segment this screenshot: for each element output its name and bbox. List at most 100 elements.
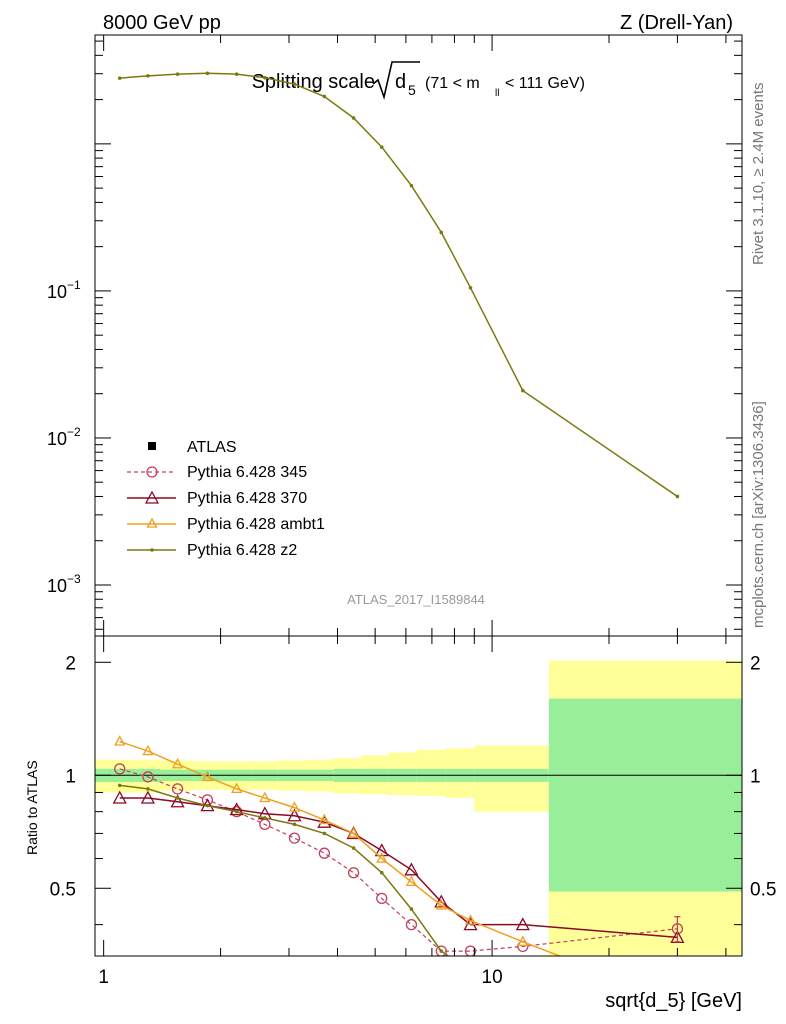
ratio-point-370 (434, 894, 449, 908)
ratio-point-345 (376, 892, 388, 905)
ratio-point-z2 (117, 783, 122, 788)
ratio-point-345 (435, 945, 447, 956)
ratio-point-z2 (469, 970, 473, 974)
ratio-y-tick-label: 2 (65, 653, 76, 674)
x-axis-label: sqrt{d_5} [GeV] (605, 990, 742, 1012)
main-y-tick-label: 10 (47, 282, 67, 302)
ratio-point-345 (347, 867, 360, 879)
legend-label-ambt1: Pythia 6.428 ambt1 (187, 516, 325, 533)
main-series-point (521, 388, 525, 393)
ratio-point-370 (229, 802, 244, 816)
ratio-series-line (119, 768, 678, 952)
legend-marker-345 (146, 466, 158, 478)
legend-marker-ambt1 (146, 517, 158, 528)
ratio-point-345 (464, 945, 477, 956)
main-series-point (379, 145, 384, 149)
ratio-point-370 (515, 917, 530, 931)
main-series-point (292, 82, 297, 86)
ratio-point-345 (288, 832, 301, 844)
header-left-label: 8000 GeV pp (103, 12, 221, 34)
main-series-point (117, 76, 122, 80)
legend-label-z2: Pythia 6.428 z2 (187, 542, 297, 559)
ratio-point-z2 (379, 870, 384, 875)
ratio-point-z2 (409, 907, 414, 911)
x-tick-label: 1 (98, 967, 109, 988)
ratio-series-line (119, 797, 678, 939)
ratio-y-tick-label-right: 2 (750, 653, 761, 674)
main-series-line (119, 72, 678, 498)
ratio-point-ambt1 (376, 852, 388, 863)
main-series-point (205, 71, 210, 76)
mcplots-reference-label: mcplots.cern.ch [arXiv:1306.3436] (750, 401, 767, 628)
ratio-point-ambt1 (288, 801, 301, 812)
main-y-tick-label: 10 (47, 576, 67, 596)
main-series-point (351, 116, 356, 120)
ratio-plot-frame (94, 635, 743, 957)
ratio-point-ambt1 (348, 827, 360, 838)
ratio-point-z2 (521, 981, 525, 985)
ratio-point-370 (112, 790, 127, 804)
main-y-tick-exponent: −2 (67, 425, 81, 439)
legend-marker-370 (144, 490, 160, 504)
main-plot-series (117, 71, 680, 499)
ratio-point-z2 (205, 803, 210, 808)
main-y-tick-exponent: −1 (67, 278, 81, 292)
ratio-point-z2 (439, 949, 444, 953)
main-plot-axes: 10−110−210−3 (47, 35, 742, 636)
ratio-y-tick-label: 0.5 (50, 879, 76, 900)
ratio-point-ambt1 (201, 770, 214, 782)
title-range-subscript: ll (495, 88, 499, 99)
main-y-tick-exponent: −3 (67, 572, 81, 586)
legend-label-atlas: ATLAS (187, 439, 237, 456)
ratio-point-z2 (351, 846, 356, 850)
ratio-y-tick-label-right: 1 (750, 766, 761, 787)
main-series-point (439, 230, 444, 235)
rivet-version-label: Rivet 3.1.10, ≥ 2.4M events (750, 83, 767, 266)
ratio-y-axis-label: Ratio to ATLAS (24, 760, 40, 855)
main-series-point (409, 183, 414, 188)
main-y-tick-label: 10 (47, 429, 67, 449)
ratio-y-tick-label-right: 0.5 (750, 879, 776, 900)
ratio-point-ambt1 (318, 813, 330, 825)
ratio-series (112, 735, 685, 985)
ratio-inner-band (548, 698, 742, 892)
legend: ATLAS Pythia 6.428 345 Pythia 6.428 370 … (127, 439, 325, 559)
title-var-subscript: 5 (408, 82, 416, 98)
header-right-label: Z (Drell-Yan) (620, 12, 733, 34)
main-series-point (675, 494, 680, 499)
ratio-point-ambt1 (114, 735, 126, 746)
ratio-point-ambt1 (231, 782, 243, 794)
main-series-point (146, 74, 150, 78)
ratio-point-z2 (175, 796, 180, 800)
title-range-suffix: < 111 GeV) (505, 75, 585, 92)
ratio-point-z2 (292, 822, 297, 827)
ratio-point-z2 (234, 809, 239, 814)
ratio-point-345 (405, 918, 418, 931)
title-var-text: d (395, 71, 406, 93)
title-range-prefix: (71 < m (425, 75, 480, 92)
ratio-point-370 (404, 862, 419, 876)
ratio-point-z2 (146, 787, 150, 791)
main-series-point (234, 72, 239, 76)
main-series-point (263, 75, 267, 80)
ratio-point-z2 (263, 816, 267, 820)
legend-label-370: Pythia 6.428 370 (187, 490, 307, 507)
ratio-point-z2 (322, 831, 327, 836)
ratio-point-345 (171, 783, 184, 795)
main-series-point (175, 72, 180, 76)
ratio-point-ambt1 (405, 875, 418, 887)
sqrt-symbol-icon (372, 61, 420, 100)
title-main-text: Splitting scale (252, 71, 375, 93)
ratio-y-tick-label: 1 (65, 766, 76, 787)
ratio-plot-axes: 0.5 0.5 1 1 2 2 1 10 (50, 636, 776, 988)
main-series-point (468, 285, 473, 290)
ratio-point-345 (142, 771, 154, 783)
ratio-point-370 (287, 808, 302, 822)
main-series-point (322, 94, 327, 99)
x-tick-label: 10 (482, 967, 503, 988)
ratio-point-ambt1 (172, 757, 184, 769)
legend-label-345: Pythia 6.428 345 (187, 464, 307, 481)
ratio-point-ambt1 (142, 744, 154, 756)
ratio-point-345 (114, 763, 126, 775)
